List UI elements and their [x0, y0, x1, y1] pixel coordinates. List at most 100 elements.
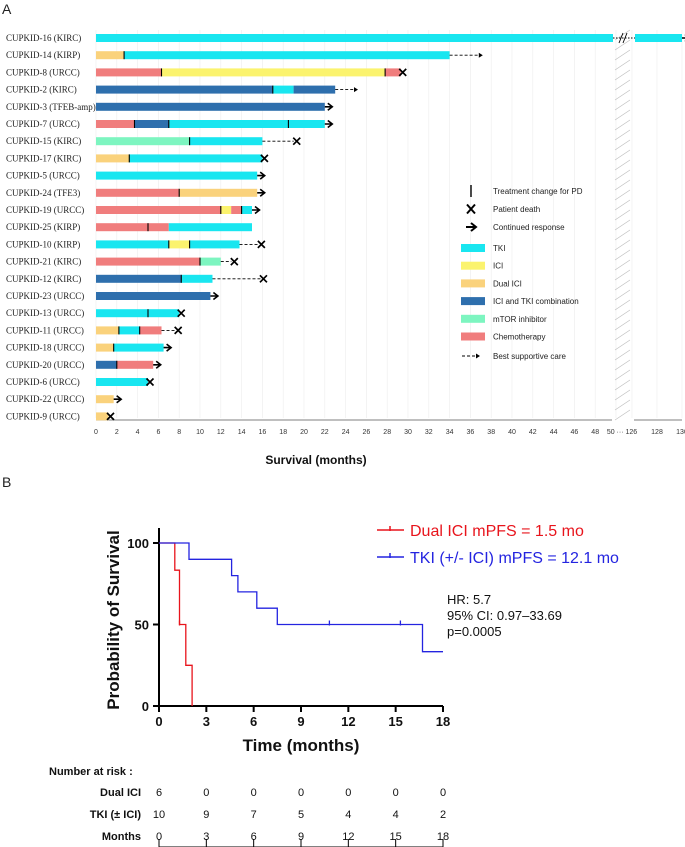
- patient-label: CUPKID-6 (URCC): [6, 377, 80, 387]
- risk-count: 0: [440, 787, 446, 799]
- axis-break-hatch: [614, 159, 631, 171]
- axis-break-hatch: [614, 89, 631, 101]
- treatment-bar: [96, 171, 258, 180]
- legend-label: ICI and TKI combination: [493, 297, 579, 306]
- treatment-bar: [118, 326, 140, 335]
- swimmer-x-tick-label: 32: [425, 429, 433, 436]
- swimmer-x-tick-label: 40: [508, 429, 516, 436]
- km-curve: [159, 542, 443, 653]
- risk-count: 0: [251, 787, 257, 799]
- legend-label: TKI: [493, 244, 505, 253]
- legend-label: Treatment change for PD: [493, 187, 583, 196]
- patient-label: CUPKID-19 (URCC): [6, 205, 84, 215]
- continued-response-arrow: [210, 291, 220, 301]
- treatment-bar: [181, 274, 213, 283]
- swimmer-x-tick-label: 48: [591, 429, 599, 436]
- km-legend-label: Dual ICI mPFS = 1.5 mo: [410, 523, 584, 540]
- treatment-bar: [220, 206, 232, 214]
- continued-response-arrow: [257, 171, 267, 180]
- continued-response-arrow: [113, 395, 123, 404]
- axis-break-hatch: [614, 249, 631, 261]
- swimmer-x-axis-title: Survival (months): [265, 453, 366, 467]
- risk-table: Number at risk : Dual ICI 6 0 0 0 0 0 0 TKI (± IC…: [49, 766, 449, 847]
- axis-break-hatch: [614, 359, 631, 371]
- axis-break-hatch: [614, 149, 631, 161]
- risk-count: 2: [440, 809, 446, 821]
- axis-break-hatch: [614, 259, 631, 271]
- legend-swatch: [461, 297, 485, 306]
- treatment-bar: [635, 34, 682, 42]
- km-y-tick-label: 100: [127, 536, 149, 551]
- risk-count: 0: [393, 787, 399, 799]
- treatment-bar: [241, 206, 252, 214]
- axis-break-hatch: [614, 279, 631, 291]
- patient-death-marker: [398, 68, 407, 77]
- patient-death-marker: [257, 240, 266, 249]
- treatment-bar: [113, 343, 164, 352]
- legend-death-marker: [466, 203, 476, 215]
- treatment-bar: [272, 85, 294, 94]
- axis-break-hatch: [614, 79, 631, 91]
- patient-label: CUPKID-8 (URCC): [6, 67, 80, 77]
- swimmer-x-tick-label: 42: [529, 429, 537, 436]
- patient-label: CUPKID-20 (URCC): [6, 360, 84, 370]
- axis-break-hatch: [614, 319, 631, 331]
- treatment-bar: [168, 223, 252, 232]
- risk-row-label: TKI (± ICI): [90, 809, 142, 821]
- continued-response-arrow: [324, 102, 334, 111]
- patient-label: CUPKID-21 (KIRC): [6, 257, 81, 267]
- km-curve: [159, 542, 193, 706]
- swimmer-x-tick-label: 130: [676, 429, 685, 436]
- treatment-bar: [96, 378, 148, 386]
- axis-break-hatch: [614, 219, 631, 231]
- km-x-tick-label: 12: [341, 714, 355, 729]
- treatment-bar: [96, 360, 117, 369]
- treatment-bar: [231, 206, 242, 214]
- km-x-tick-label: 6: [250, 714, 257, 729]
- risk-table-title: Number at risk :: [49, 766, 133, 778]
- risk-count: 0: [345, 787, 351, 799]
- risk-count: 15: [390, 831, 402, 843]
- km-hazard-ratio: HR: 5.7: [447, 592, 491, 607]
- axis-break-hatch: [614, 379, 631, 391]
- continued-response-arrow: [324, 119, 334, 129]
- legend-swatch: [461, 244, 485, 252]
- treatment-bar: [96, 343, 114, 352]
- treatment-bar: [161, 68, 386, 77]
- swimmer-x-tick-label: 128: [651, 429, 663, 436]
- risk-count: 7: [251, 809, 257, 821]
- legend-label: Continued response: [493, 223, 565, 232]
- patient-label: CUPKID-13 (URCC): [6, 308, 84, 318]
- patient-label: CUPKID-11 (URCC): [6, 325, 84, 335]
- patient-death-marker: [230, 257, 239, 266]
- patient-label: CUPKID-12 (KIRC): [6, 274, 81, 284]
- axis-break-hatch: [614, 59, 631, 71]
- axis-break-hatch: [614, 139, 631, 151]
- patient-label: CUPKID-3 (TFEB-amp): [6, 102, 96, 112]
- swimmer-x-tick-label: 44: [550, 429, 558, 436]
- risk-row-label: Months: [102, 831, 141, 843]
- swimmer-x-tick-label: 10: [196, 429, 204, 436]
- km-x-axis-title: Time (months): [243, 736, 360, 755]
- legend-swatch: [461, 279, 485, 288]
- axis-break-hatch: [614, 169, 631, 181]
- treatment-bar: [293, 85, 336, 94]
- risk-count: 9: [298, 831, 304, 843]
- legend-arrow-marker: [466, 222, 478, 232]
- risk-count: 9: [203, 809, 209, 821]
- km-x-tick-label: 15: [388, 714, 402, 729]
- treatment-bar: [96, 240, 169, 249]
- treatment-bar: [96, 102, 325, 111]
- risk-count: 0: [203, 787, 209, 799]
- continued-response-arrow: [163, 343, 173, 352]
- swimmer-x-tick-label: 34: [446, 429, 454, 436]
- km-x-tick-label: 9: [297, 714, 304, 729]
- treatment-bar: [134, 120, 169, 128]
- axis-break-hatch: [614, 119, 631, 131]
- axis-break-hatch: [614, 99, 631, 111]
- swimmer-legend: Treatment change for PD Patient death Cont…: [461, 185, 583, 361]
- swimmer-x-tick-label: 46: [571, 429, 579, 436]
- axis-break-hatch: [614, 329, 631, 341]
- treatment-bar: [96, 68, 162, 77]
